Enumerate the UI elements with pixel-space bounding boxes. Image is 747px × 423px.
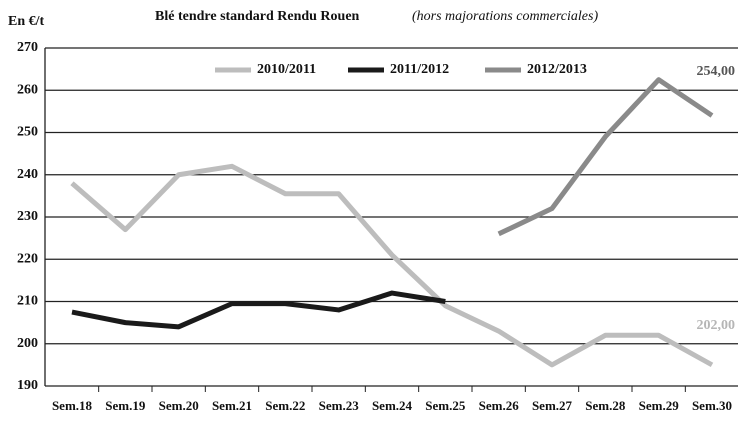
x-tick-label: Sem.24	[372, 398, 413, 413]
x-tick-label: Sem.18	[52, 398, 93, 413]
y-tick-label: 250	[17, 125, 38, 140]
series-line	[497, 77, 714, 237]
chart-subtitle: (hors majorations commerciales)	[412, 9, 598, 24]
legend-label: 2012/2013	[527, 62, 587, 77]
chart-title: Blé tendre standard Rendu Rouen	[155, 9, 360, 24]
x-tick-label: Sem.26	[479, 398, 520, 413]
series-line	[70, 163, 714, 368]
y-axis-label: En €/t	[8, 14, 45, 29]
y-tick-label: 200	[17, 336, 38, 351]
x-tick-label: Sem.28	[585, 398, 626, 413]
legend-label: 2010/2011	[257, 62, 316, 77]
x-tick-label: Sem.19	[105, 398, 146, 413]
x-tick-label: Sem.23	[319, 398, 360, 413]
x-tick-label: Sem.20	[159, 398, 199, 413]
y-tick-label: 230	[17, 209, 38, 224]
x-tick-label: Sem.30	[692, 398, 732, 413]
annotation: 202,00	[697, 318, 736, 333]
y-tick-label: 220	[17, 251, 38, 266]
series-line	[71, 290, 446, 330]
y-tick-label: 270	[17, 40, 38, 55]
x-tick-label: Sem.27	[532, 398, 573, 413]
x-tick-label: Sem.25	[425, 398, 466, 413]
x-tick-label: Sem.29	[639, 398, 680, 413]
y-tick-label: 190	[17, 378, 38, 393]
legend-label: 2011/2012	[390, 62, 449, 77]
x-tick-label: Sem.22	[265, 398, 305, 413]
annotation: 254,00	[697, 64, 736, 79]
y-tick-label: 210	[17, 294, 38, 309]
x-tick-label: Sem.21	[212, 398, 252, 413]
y-tick-label: 260	[17, 82, 38, 97]
y-tick-label: 240	[17, 167, 38, 182]
